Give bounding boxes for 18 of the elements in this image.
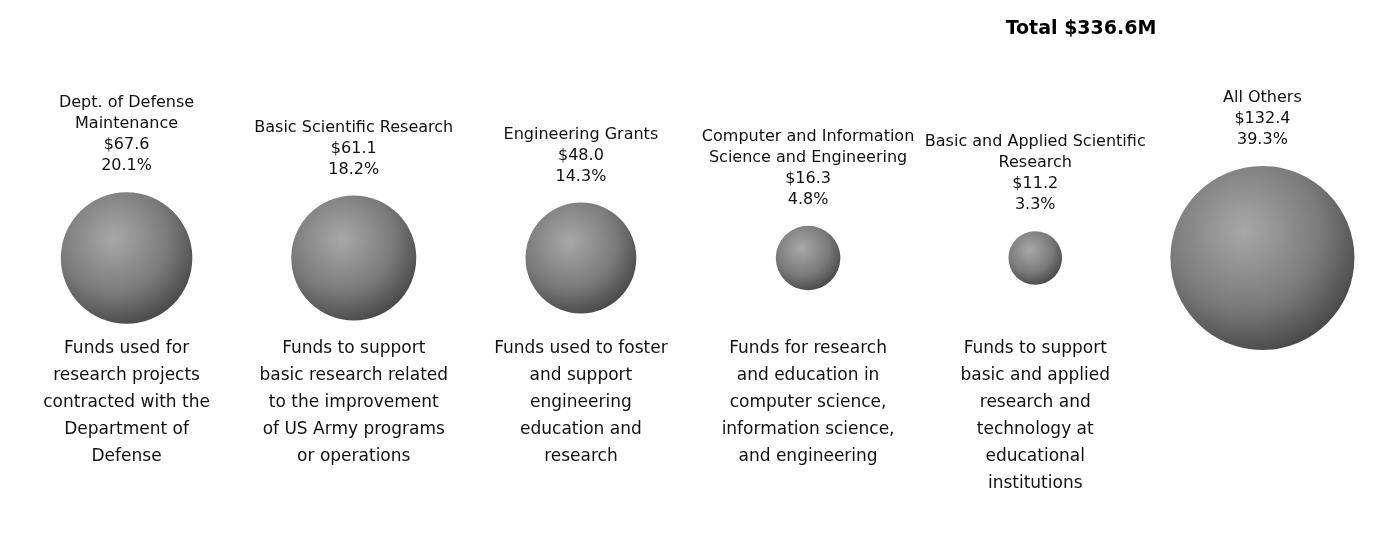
category-label: Dept. of Defense Maintenance xyxy=(58,92,195,133)
data-label: $132.4 39.3% xyxy=(1234,108,1291,148)
category-label: Computer and Information Science and Engineering xyxy=(701,125,915,166)
category-label: Engineering Grants xyxy=(503,123,659,143)
data-label: $16.3 4.8% xyxy=(785,167,831,208)
text: Funds for research and education in computer science, information science, and engineering xyxy=(721,337,895,465)
category-label: All Others xyxy=(1223,87,1302,106)
category-label: Basic and Applied Scientific Research xyxy=(924,131,1146,172)
data-label: $11.2 3.3% xyxy=(1012,173,1059,214)
text: Funds to support basic and applied research and technology at educational institutions xyxy=(960,337,1111,492)
data-label: $67.6 20.1% xyxy=(101,134,152,175)
category-label: Basic Scientific Research xyxy=(254,116,454,136)
text: Total $336.6M xyxy=(1005,16,1157,38)
text: Funds used for research projects contracted with the Department of Defense xyxy=(43,337,210,465)
text: Funds used to foster and support engineering education and research xyxy=(494,337,668,465)
text: Funds to support basic research related to the improvement of US Army programs or operations xyxy=(259,337,449,465)
data-label: $61.1 18.2% xyxy=(328,137,380,178)
data-label: $48.0 14.3% xyxy=(555,144,607,185)
